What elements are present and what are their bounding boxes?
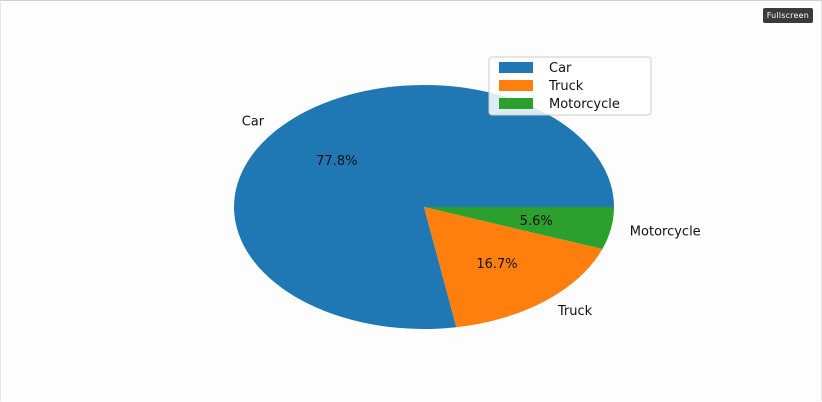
fullscreen-button[interactable]: Fullscreen: [762, 8, 813, 23]
legend-label-motorcycle: Motorcycle: [549, 97, 620, 112]
chart-legend: Car Truck Motorcycle: [488, 56, 652, 116]
legend-swatch-motorcycle: [499, 98, 533, 109]
pie-slice-car: [234, 85, 614, 330]
legend-swatch-car: [499, 62, 533, 73]
legend-label-truck: Truck: [548, 79, 584, 94]
slice-label-motorcycle: Motorcycle: [630, 225, 701, 240]
pie-slice-motorcycle: [424, 207, 614, 250]
pie-labels: Car 77.8% Truck 16.7% Motorcycle 5.6%: [242, 115, 701, 320]
pct-label-motorcycle: 5.6%: [520, 214, 553, 229]
pct-label-car: 77.8%: [316, 154, 357, 169]
slice-label-truck: Truck: [557, 304, 593, 319]
pct-label-truck: 16.7%: [476, 257, 517, 272]
pie-slice-truck: [424, 207, 603, 328]
slice-label-car: Car: [242, 115, 265, 130]
legend-label-car: Car: [549, 61, 572, 76]
pie-slices: [234, 85, 614, 330]
legend-swatch-truck: [499, 80, 533, 91]
